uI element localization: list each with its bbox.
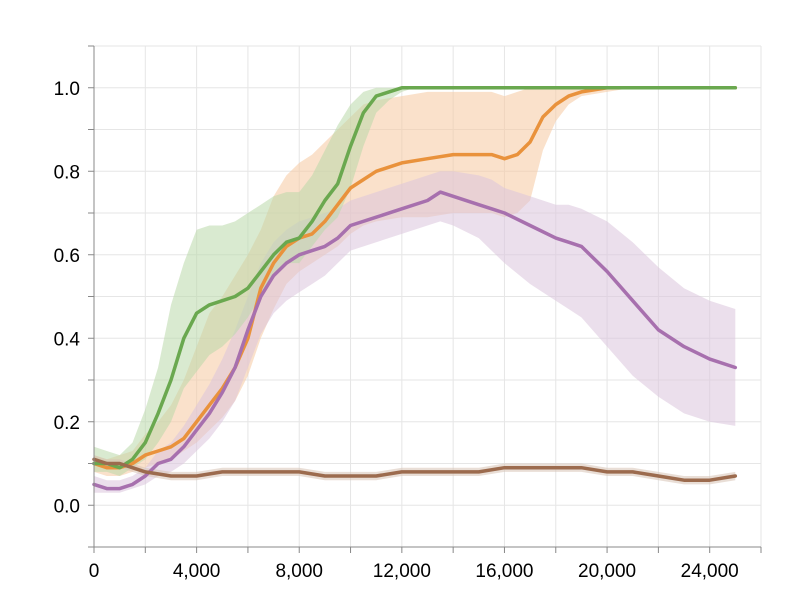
x-tick-label: 8,000 (275, 561, 323, 582)
x-tick-label: 20,000 (578, 561, 636, 582)
series-band-2 (94, 171, 736, 493)
series-line-2 (92, 190, 738, 491)
series-line-1 (92, 86, 738, 470)
y-tick-label: 0.2 (54, 413, 80, 434)
series-band-3 (94, 455, 736, 485)
x-tick-label: 24,000 (681, 561, 739, 582)
x-tick-label: 0 (89, 561, 100, 582)
series-line-0 (92, 86, 738, 470)
y-tick-label: 0.0 (54, 496, 80, 517)
confidence-bands (94, 87, 736, 493)
x-tick-label: 12,000 (373, 561, 431, 582)
series-lines (92, 86, 738, 491)
x-tick-label: 16,000 (475, 561, 533, 582)
y-tick-label: 0.8 (54, 162, 80, 183)
y-tick-label: 0.6 (54, 246, 80, 267)
y-tick-label: 0.4 (54, 329, 81, 350)
series-band-1 (94, 87, 736, 477)
series-line-3 (92, 457, 738, 482)
x-axis-ticks: 0 4,000 8,000 12,000 16,000 20,000 24,000 (89, 547, 762, 582)
y-axis-ticks: 0.0 0.2 0.4 0.6 0.8 1.0 (54, 45, 94, 548)
x-tick-label: 4,000 (173, 561, 221, 582)
y-tick-label: 1.0 (54, 79, 80, 100)
